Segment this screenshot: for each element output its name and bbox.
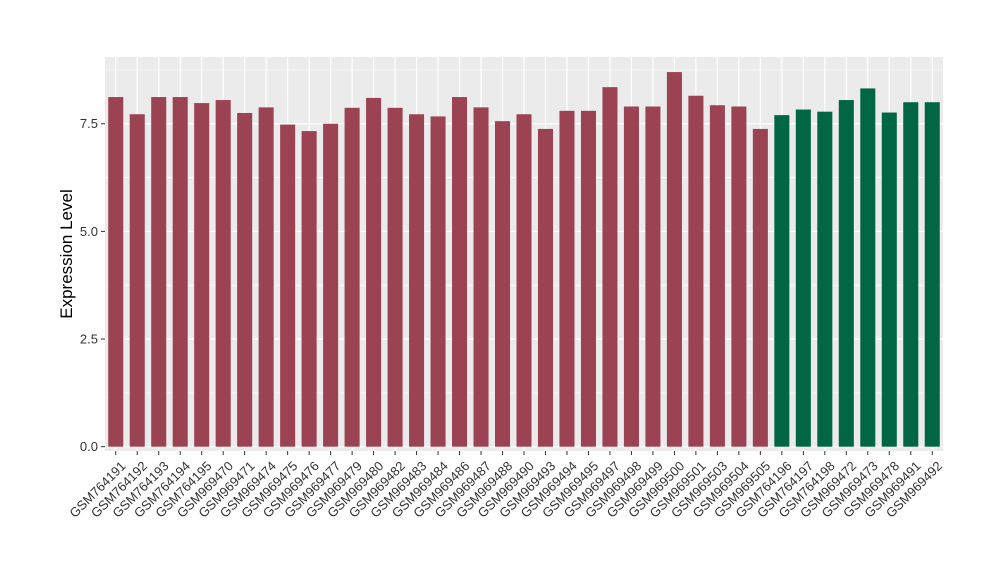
bar-gsm764194 bbox=[172, 97, 188, 447]
bar-gsm764191 bbox=[108, 97, 124, 447]
y-tick-label: 7.5 bbox=[80, 116, 98, 131]
bar-gsm969477 bbox=[323, 123, 339, 447]
bar-gsm969495 bbox=[580, 110, 596, 447]
bar-gsm969504 bbox=[731, 106, 747, 447]
bar-gsm764193 bbox=[151, 97, 167, 447]
bar-gsm969499 bbox=[645, 106, 661, 447]
bar-gsm969483 bbox=[409, 114, 425, 447]
bar-gsm969472 bbox=[838, 100, 854, 447]
bar-gsm969471 bbox=[237, 112, 253, 447]
y-tick-label: 5.0 bbox=[80, 224, 98, 239]
bar-gsm969479 bbox=[344, 107, 360, 447]
bar-gsm969486 bbox=[452, 97, 468, 447]
bar-gsm969475 bbox=[280, 124, 296, 447]
bar-gsm764192 bbox=[129, 114, 145, 447]
y-tick-label: 2.5 bbox=[80, 332, 98, 347]
bar-gsm969488 bbox=[494, 121, 511, 447]
bar-gsm969473 bbox=[860, 88, 876, 447]
bar-gsm764195 bbox=[194, 103, 210, 447]
y-tick-label: 0.0 bbox=[80, 439, 98, 454]
bar-gsm969492 bbox=[924, 102, 940, 447]
bar-gsm969505 bbox=[752, 128, 768, 447]
bar-gsm764196 bbox=[774, 115, 790, 447]
bar-gsm969501 bbox=[688, 95, 704, 447]
bar-gsm969474 bbox=[258, 107, 274, 447]
bar-gsm969476 bbox=[301, 131, 317, 447]
y-axis-title: Expression Level bbox=[57, 189, 76, 318]
bar-gsm969482 bbox=[387, 107, 403, 447]
bar-gsm969491 bbox=[903, 102, 919, 447]
bar-gsm969493 bbox=[537, 128, 554, 447]
bar-gsm969503 bbox=[709, 105, 725, 447]
bar-gsm969497 bbox=[602, 87, 618, 447]
bars bbox=[108, 72, 940, 447]
bar-gsm764197 bbox=[795, 109, 811, 447]
bar-gsm969484 bbox=[430, 116, 446, 447]
bar-gsm969500 bbox=[666, 72, 682, 447]
bar-gsm969487 bbox=[473, 107, 489, 447]
bar-gsm969480 bbox=[366, 97, 382, 447]
x-axis: GSM764191GSM764192GSM764193GSM764194GSM7… bbox=[66, 451, 945, 521]
bar-gsm764198 bbox=[817, 111, 833, 447]
bar-gsm969490 bbox=[516, 114, 532, 447]
bar-gsm969498 bbox=[623, 106, 639, 447]
bar-gsm969494 bbox=[559, 110, 575, 447]
y-axis: 0.0 2.5 5.0 7.5 bbox=[80, 116, 105, 454]
bar-gsm969478 bbox=[881, 112, 897, 447]
bar-gsm969470 bbox=[215, 100, 231, 447]
